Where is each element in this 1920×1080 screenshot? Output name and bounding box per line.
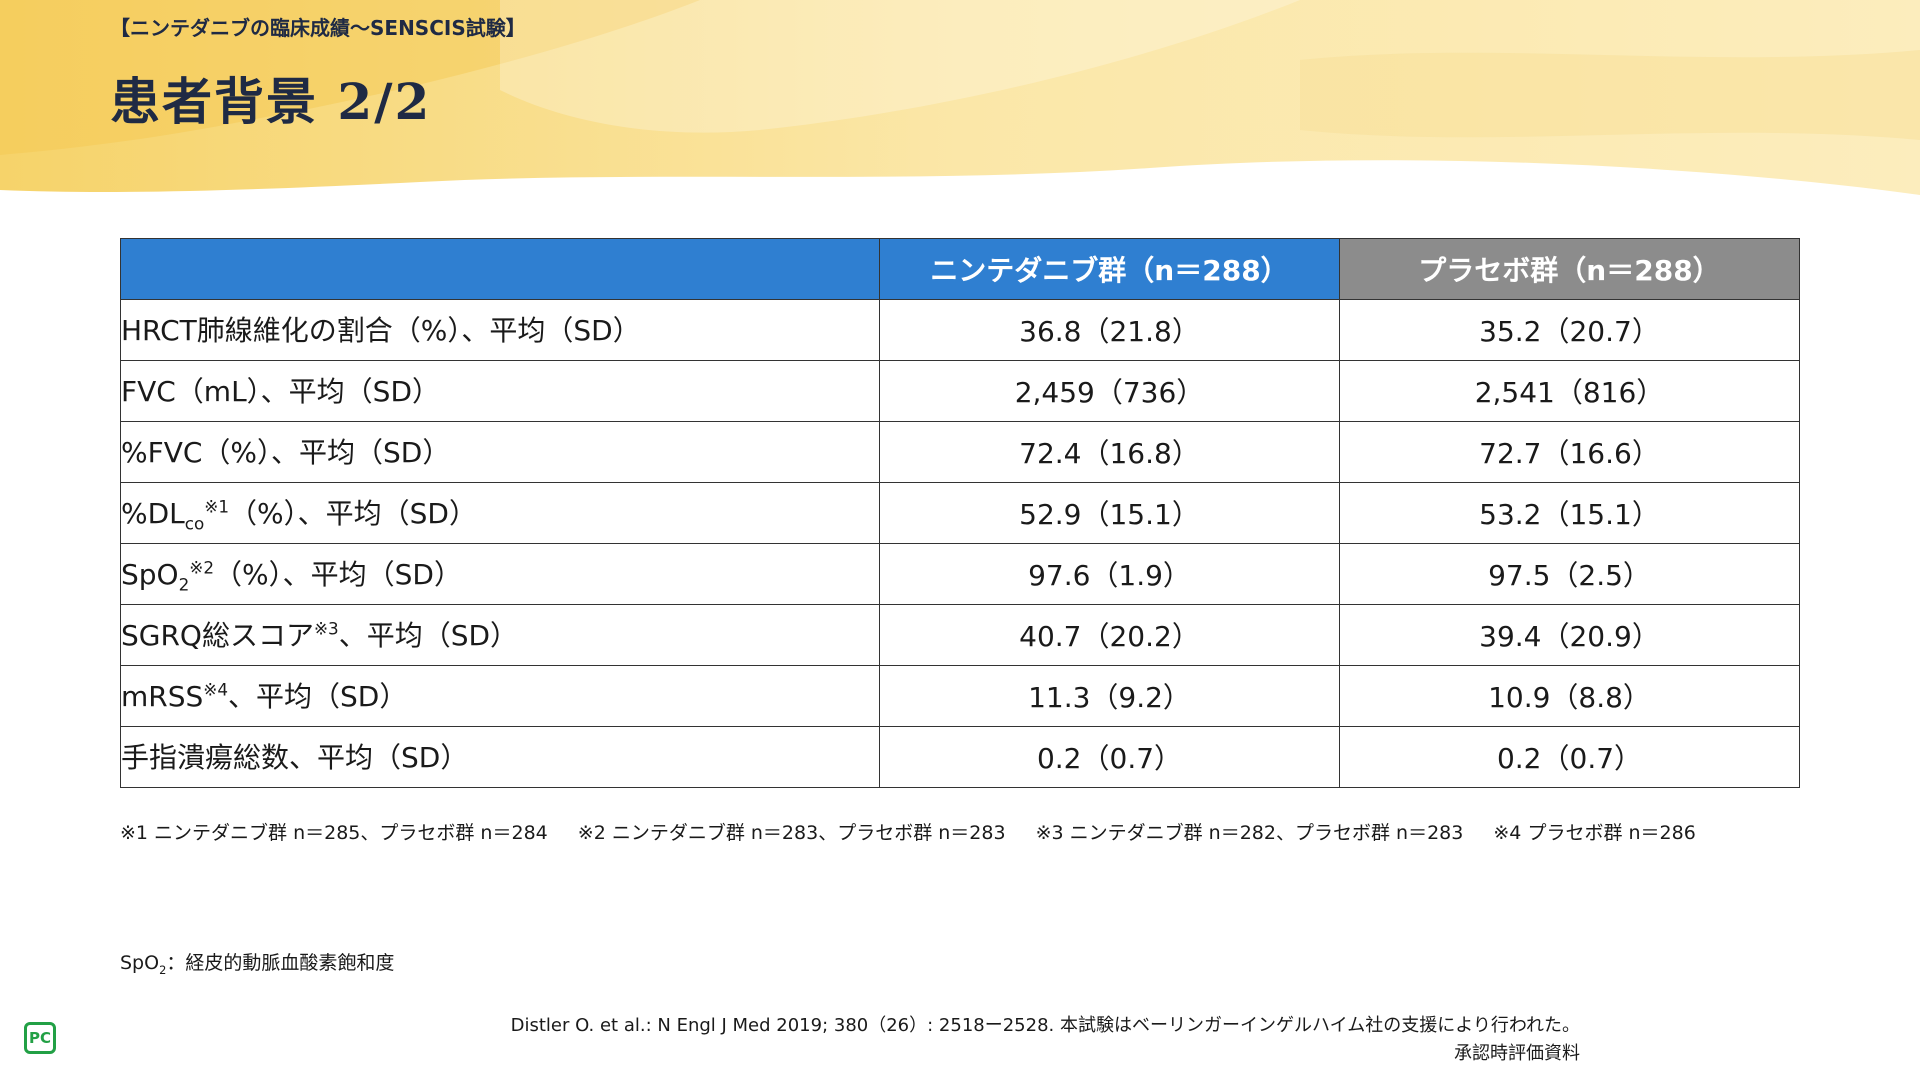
placebo-value-text: 72.7（16.6） — [1479, 437, 1660, 470]
placebo-value: 97.5（2.5） — [1339, 543, 1800, 605]
nintedanib-value-text: 40.7（20.2） — [1019, 620, 1200, 653]
footnote-1: ※1 ニンテダニブ群 n＝285、プラセボ群 n＝284 — [120, 822, 548, 844]
nintedanib-value: 11.3（9.2） — [879, 665, 1340, 727]
placebo-value-text: 10.9（8.8） — [1488, 681, 1651, 714]
row-label-rest: （%）、平均（SD） — [214, 558, 462, 592]
reference-block: Distler O. et al.: N Engl J Med 2019; 38… — [511, 1012, 1580, 1068]
row-label-main: 手指潰瘍総数、平均（SD） — [121, 741, 469, 775]
header-banner — [0, 0, 1920, 195]
footnotes: ※1 ニンテダニブ群 n＝285、プラセボ群 n＝284 ※2 ニンテダニブ群 … — [120, 818, 1720, 845]
placebo-value-text: 35.2（20.7） — [1479, 315, 1660, 348]
table-row: SGRQ総スコア※3、平均（SD） 40.7（20.2） 39.4（20.9） — [120, 604, 1800, 666]
placebo-value: 39.4（20.9） — [1339, 604, 1800, 666]
table-row: FVC（mL）、平均（SD） 2,459（736） 2,541（816） — [120, 360, 1800, 422]
abbr-main: SpO — [120, 952, 160, 974]
table-row: %DLco※1（%）、平均（SD） 52.9（15.1） 53.2（15.1） — [120, 482, 1800, 544]
nintedanib-value: 97.6（1.9） — [879, 543, 1340, 605]
table-row: mRSS※4、平均（SD） 11.3（9.2） 10.9（8.8） — [120, 665, 1800, 727]
nintedanib-value-text: 52.9（15.1） — [1019, 498, 1200, 531]
row-label-sup: ※3 — [313, 618, 339, 639]
abbreviation-note: SpO2：経皮的動脈血酸素飽和度 — [120, 948, 394, 977]
row-label-main: FVC（mL）、平均（SD） — [121, 375, 441, 409]
nintedanib-value-text: 11.3（9.2） — [1028, 681, 1191, 714]
row-label-sub: 2 — [178, 574, 190, 595]
row-label-rest: （%）、平均（SD） — [229, 497, 477, 531]
nintedanib-value: 2,459（736） — [879, 360, 1340, 422]
header-cell-nintedanib: ニンテダニブ群（n＝288） — [879, 238, 1340, 300]
placebo-value: 53.2（15.1） — [1339, 482, 1800, 544]
nintedanib-value: 52.9（15.1） — [879, 482, 1340, 544]
footnote-4: ※4 プラセボ群 n＝286 — [1493, 822, 1696, 844]
row-label-main: %DL — [121, 497, 185, 531]
placebo-value: 35.2（20.7） — [1339, 299, 1800, 361]
row-label: mRSS※4、平均（SD） — [120, 665, 880, 727]
abbr-sub: 2 — [159, 962, 167, 977]
nintedanib-value: 72.4（16.8） — [879, 421, 1340, 483]
footnote-2: ※2 ニンテダニブ群 n＝283、プラセボ群 n＝283 — [577, 822, 1006, 844]
row-label: HRCT肺線維化の割合（%）、平均（SD） — [120, 299, 880, 361]
placebo-value-text: 39.4（20.9） — [1479, 620, 1660, 653]
row-label: %DLco※1（%）、平均（SD） — [120, 482, 880, 544]
placebo-value-text: 2,541（816） — [1474, 376, 1665, 409]
nintedanib-value: 36.8（21.8） — [879, 299, 1340, 361]
row-label-main: mRSS — [121, 680, 204, 714]
section-label: 【ニンテダニブの臨床成績〜SENSCIS試験】 — [110, 16, 526, 40]
page-title: 患者背景 2/2 — [110, 72, 432, 131]
table-header-row: ニンテダニブ群（n＝288） プラセボ群（n＝288） — [120, 238, 1800, 300]
nintedanib-value: 40.7（20.2） — [879, 604, 1340, 666]
reference-citation: Distler O. et al.: N Engl J Med 2019; 38… — [510, 1015, 1580, 1036]
nintedanib-value-text: 72.4（16.8） — [1019, 437, 1200, 470]
approval-note: 承認時評価資料 — [1454, 1043, 1580, 1064]
nintedanib-value-text: 2,459（736） — [1014, 376, 1205, 409]
row-label-sup: ※2 — [189, 557, 215, 578]
header-cell-placebo: プラセボ群（n＝288） — [1339, 238, 1800, 300]
row-label: FVC（mL）、平均（SD） — [120, 360, 880, 422]
table-row: SpO2※2（%）、平均（SD） 97.6（1.9） 97.5（2.5） — [120, 543, 1800, 605]
patient-background-table: ニンテダニブ群（n＝288） プラセボ群（n＝288） HRCT肺線維化の割合（… — [120, 238, 1800, 788]
row-label-rest: 、平均（SD） — [338, 619, 519, 653]
pc-logo-icon: PC — [24, 1022, 56, 1054]
nintedanib-value-text: 0.2（0.7） — [1036, 742, 1183, 775]
row-label-main: %FVC（%）、平均（SD） — [121, 436, 451, 470]
table-row: HRCT肺線維化の割合（%）、平均（SD） 36.8（21.8） 35.2（20.7… — [120, 299, 1800, 361]
row-label-rest: 、平均（SD） — [228, 680, 408, 714]
row-label-sup: ※1 — [204, 496, 230, 517]
placebo-value-text: 0.2（0.7） — [1496, 742, 1643, 775]
table-row: %FVC（%）、平均（SD） 72.4（16.8） 72.7（16.6） — [120, 421, 1800, 483]
row-label-main: SGRQ総スコア — [121, 619, 314, 653]
placebo-value: 72.7（16.6） — [1339, 421, 1800, 483]
nintedanib-value-text: 97.6（1.9） — [1028, 559, 1191, 592]
row-label: 手指潰瘍総数、平均（SD） — [120, 726, 880, 788]
row-label-main: SpO — [121, 558, 179, 592]
placebo-value-text: 97.5（2.5） — [1488, 559, 1651, 592]
footnote-3: ※3 ニンテダニブ群 n＝282、プラセボ群 n＝283 — [1035, 822, 1464, 844]
row-label-sup: ※4 — [203, 679, 229, 700]
row-label-main: HRCT肺線維化の割合（%）、平均（SD） — [121, 314, 641, 348]
header-cell-label — [120, 238, 880, 300]
row-label-sub: co — [184, 513, 205, 534]
nintedanib-value-text: 36.8（21.8） — [1019, 315, 1200, 348]
row-label: %FVC（%）、平均（SD） — [120, 421, 880, 483]
row-label: SGRQ総スコア※3、平均（SD） — [120, 604, 880, 666]
nintedanib-value: 0.2（0.7） — [879, 726, 1340, 788]
placebo-value: 2,541（816） — [1339, 360, 1800, 422]
abbr-rest: ：経皮的動脈血酸素飽和度 — [166, 952, 395, 974]
table-row: 手指潰瘍総数、平均（SD） 0.2（0.7） 0.2（0.7） — [120, 726, 1800, 788]
row-label: SpO2※2（%）、平均（SD） — [120, 543, 880, 605]
placebo-value: 0.2（0.7） — [1339, 726, 1800, 788]
placebo-value: 10.9（8.8） — [1339, 665, 1800, 727]
placebo-value-text: 53.2（15.1） — [1479, 498, 1660, 531]
